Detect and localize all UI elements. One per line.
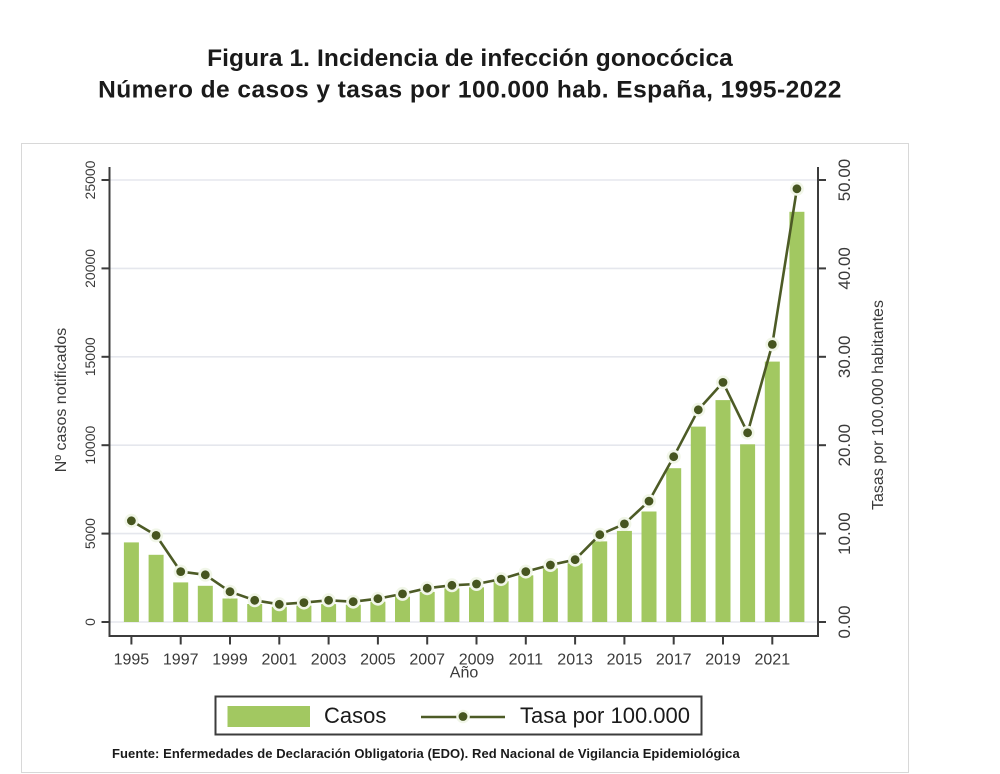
svg-text:5000: 5000 (82, 518, 98, 549)
svg-text:Fuente: Enfermedades de Declar: Fuente: Enfermedades de Declaración Obli… (112, 746, 740, 761)
svg-text:Casos: Casos (324, 703, 386, 728)
svg-text:2003: 2003 (311, 652, 347, 669)
svg-text:1997: 1997 (163, 652, 199, 669)
svg-text:2001: 2001 (262, 652, 298, 669)
svg-text:50.00: 50.00 (835, 159, 854, 202)
svg-text:30.00: 30.00 (835, 336, 854, 379)
svg-text:Número de casos y tasas por 10: Número de casos y tasas por 100.000 hab.… (98, 77, 842, 104)
svg-text:Figura 1. Incidencia de infecc: Figura 1. Incidencia de infección gonocó… (207, 45, 733, 72)
svg-text:40.00: 40.00 (835, 247, 854, 290)
svg-text:2019: 2019 (705, 652, 741, 669)
svg-text:Tasa por 100.000: Tasa por 100.000 (520, 703, 690, 728)
svg-text:2021: 2021 (755, 652, 791, 669)
svg-text:20.00: 20.00 (835, 424, 854, 467)
svg-text:25000: 25000 (82, 160, 98, 199)
svg-text:Nº casos notificados: Nº casos notificados (53, 328, 70, 473)
svg-text:1999: 1999 (212, 652, 248, 669)
svg-text:2017: 2017 (656, 652, 692, 669)
svg-text:2007: 2007 (409, 652, 445, 669)
svg-text:Tasas por 100.000 habitantes: Tasas por 100.000 habitantes (870, 300, 887, 510)
svg-text:10000: 10000 (82, 426, 98, 465)
svg-text:Año: Año (450, 665, 479, 682)
svg-text:2013: 2013 (557, 652, 593, 669)
svg-text:2009: 2009 (459, 652, 495, 669)
svg-text:0.00: 0.00 (835, 605, 854, 638)
svg-text:0: 0 (82, 618, 98, 626)
svg-text:20000: 20000 (82, 249, 98, 288)
svg-text:15000: 15000 (82, 337, 98, 376)
svg-text:10.00: 10.00 (835, 512, 854, 555)
svg-text:2005: 2005 (360, 652, 396, 669)
svg-text:2011: 2011 (509, 652, 544, 669)
svg-text:1995: 1995 (114, 652, 150, 669)
svg-text:2015: 2015 (607, 652, 643, 669)
